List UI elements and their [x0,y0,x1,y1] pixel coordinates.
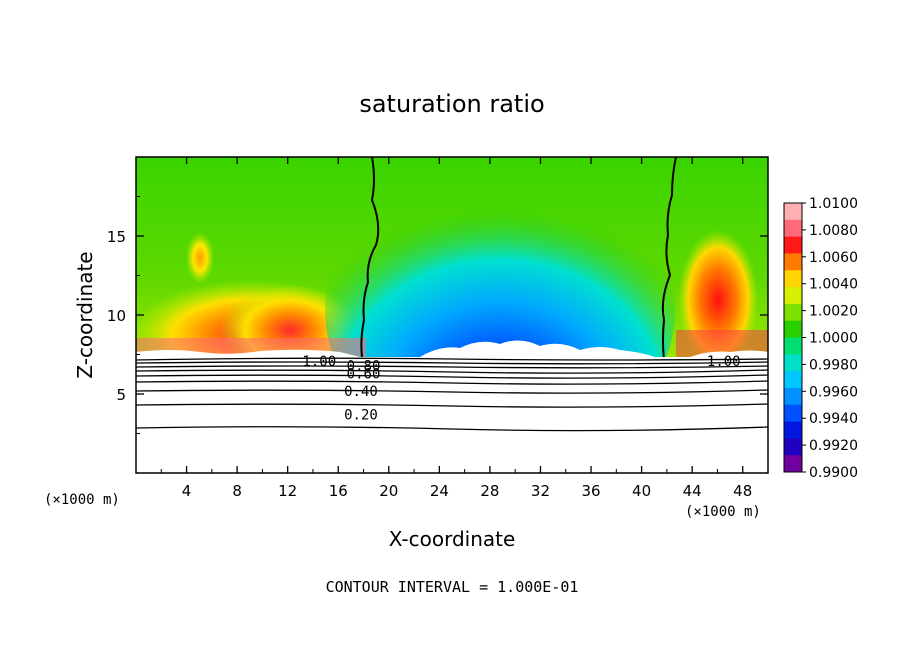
colorbar-label: 0.9920 [809,438,858,454]
contour-interval-footer: CONTOUR INTERVAL = 1.000E-01 [326,578,579,596]
contour-label: 0.80 [347,359,381,375]
field-white-gaps [136,340,768,357]
lower-contour-line [135,403,769,408]
lower-contour-line [135,389,769,394]
x-tick-label: 20 [379,482,398,500]
lower-contours [135,357,769,432]
x-tick-label: 12 [278,482,297,500]
contour-line-right [661,157,677,357]
lower-contour-line [135,426,769,432]
colorbar-swatch [784,253,802,271]
x-tick-label: 32 [531,482,550,500]
colorbar-swatch [784,287,802,305]
x-tick-label: 16 [329,482,348,500]
colorbar: 1.0100 1.0080 1.0060 1.0040 1.0020 1.0000 0.99… [783,196,858,481]
x-tick-label: 40 [632,482,651,500]
x-tick-label: 8 [232,482,242,500]
contour-label: 1.00 [707,354,741,370]
y-axis: 5 10 15 [107,196,768,434]
colorbar-label: 0.9960 [809,384,858,400]
contour-labels: 1.00 0.800.60 0.40 0.20 1.00 [302,354,740,424]
colorbar-swatch [784,219,802,238]
colorbar-swatch [784,320,802,338]
lower-contour-line [135,361,769,365]
colorbar-swatch [784,270,802,288]
contour-label: 1.00 [302,354,336,370]
colorbar-label: 1.0060 [809,250,858,266]
contour-label: 0.40 [344,384,378,400]
colorbar-swatch [784,337,802,355]
x-axis: 4 8 12 16 20 24 28 32 36 40 44 48 [160,157,752,500]
colorbar-swatch [784,438,802,456]
chart-title: saturation ratio [359,90,544,118]
colorbar-swatch [784,404,802,423]
y-tick-label: 15 [107,228,126,246]
x-unit-left: (×1000 m) [44,492,120,508]
colorbar-swatch [784,203,802,221]
x-tick-label: 4 [182,482,192,500]
colorbar-label: 1.0100 [809,196,858,212]
colorbar-swatch [784,236,802,254]
colorbar-swatch [784,387,802,406]
colorbar-label: 1.0000 [809,331,858,347]
x-tick-label: 48 [733,482,752,500]
colorbar-swatch [784,421,802,439]
x-axis-label: X-coordinate [389,527,516,551]
x-tick-label: 44 [683,482,702,500]
saturation-field [136,157,768,357]
x-tick-label: 28 [480,482,499,500]
colorbar-label: 1.0080 [809,223,858,239]
contour-line-left [360,157,380,357]
field-blob-left-small [186,232,214,284]
colorbar-swatch [784,371,802,389]
contour-label: 0.60 [347,366,381,382]
colorbar-swatch [784,354,802,372]
lower-contour-line [135,365,769,369]
y-tick-label: 10 [107,307,126,325]
colorbar-swatch [784,303,802,322]
lower-contour-line [135,380,769,385]
x-tick-label: 24 [430,482,449,500]
colorbar-label: 1.0040 [809,277,858,293]
x-unit-right: (×1000 m) [685,504,761,520]
colorbar-label: 0.9940 [809,411,858,427]
lower-contour-line [135,369,769,374]
colorbar-swatch [784,455,802,473]
colorbar-label: 1.0020 [809,304,858,320]
lower-contour-line [135,374,769,379]
y-axis-label: Z-coordinate [73,251,97,378]
lower-contour-line [135,357,769,361]
y-tick-label: 5 [116,386,126,404]
colorbar-label: 0.9980 [809,357,858,373]
colorbar-label: 0.9900 [809,465,858,481]
contour-label: 0.20 [344,408,378,424]
x-tick-label: 36 [581,482,600,500]
field-blob-center-blue [325,160,675,357]
field-blob-right-red [678,230,758,357]
